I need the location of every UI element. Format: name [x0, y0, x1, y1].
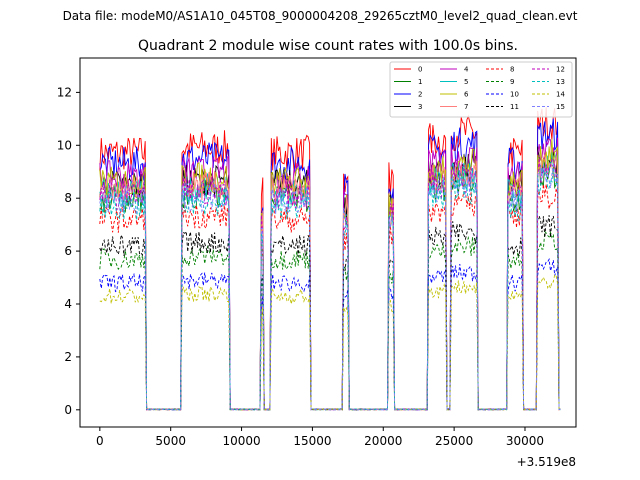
x-tick-label: 5000: [155, 434, 186, 448]
x-tick-label: 30000: [506, 434, 544, 448]
legend-label: 0: [418, 66, 422, 74]
x-tick-label: 10000: [222, 434, 260, 448]
legend-label: 8: [510, 66, 514, 74]
y-tick-label: 2: [64, 350, 72, 364]
legend-label: 6: [464, 91, 469, 99]
legend-label: 7: [464, 103, 468, 111]
legend-label: 1: [418, 78, 422, 86]
x-tick-label: 25000: [435, 434, 473, 448]
series-layer: [99, 107, 561, 411]
y-tick-label: 4: [64, 297, 72, 311]
series-line-15: [99, 162, 561, 411]
legend-label: 15: [556, 103, 565, 111]
plot-area: [80, 58, 576, 427]
legend-box: [389, 61, 573, 118]
chart-title: Quadrant 2 module wise count rates with …: [138, 38, 518, 54]
legend-label: 13: [556, 78, 565, 86]
legend-label: 5: [464, 78, 468, 86]
plot-frame: [79, 57, 577, 428]
y-tick-label: 8: [64, 191, 72, 205]
legend-label: 2: [418, 91, 422, 99]
legend-label: 4: [464, 66, 469, 74]
y-tick-label: 0: [64, 403, 72, 417]
x-offset-label: +3.519e8: [517, 455, 576, 469]
legend-label: 3: [418, 103, 422, 111]
legend-label: 12: [556, 66, 565, 74]
x-tick-label: 0: [96, 434, 104, 448]
y-tick-label: 12: [57, 85, 72, 99]
legend-label: 9: [510, 78, 514, 86]
tick-layer: 0 5000 10000 15000 20000 25000 30000 0 2 4 6 8 10 12: [57, 85, 544, 448]
legend-label: 11: [510, 103, 519, 111]
y-tick-label: 10: [57, 138, 72, 152]
suptitle: Data file: modeM0/AS1A10_045T08_90000042…: [63, 9, 578, 23]
legend-label: 10: [510, 91, 519, 99]
x-tick-label: 15000: [293, 434, 331, 448]
legend-label: 14: [556, 91, 565, 99]
y-tick-label: 6: [64, 244, 72, 258]
x-tick-label: 20000: [364, 434, 402, 448]
